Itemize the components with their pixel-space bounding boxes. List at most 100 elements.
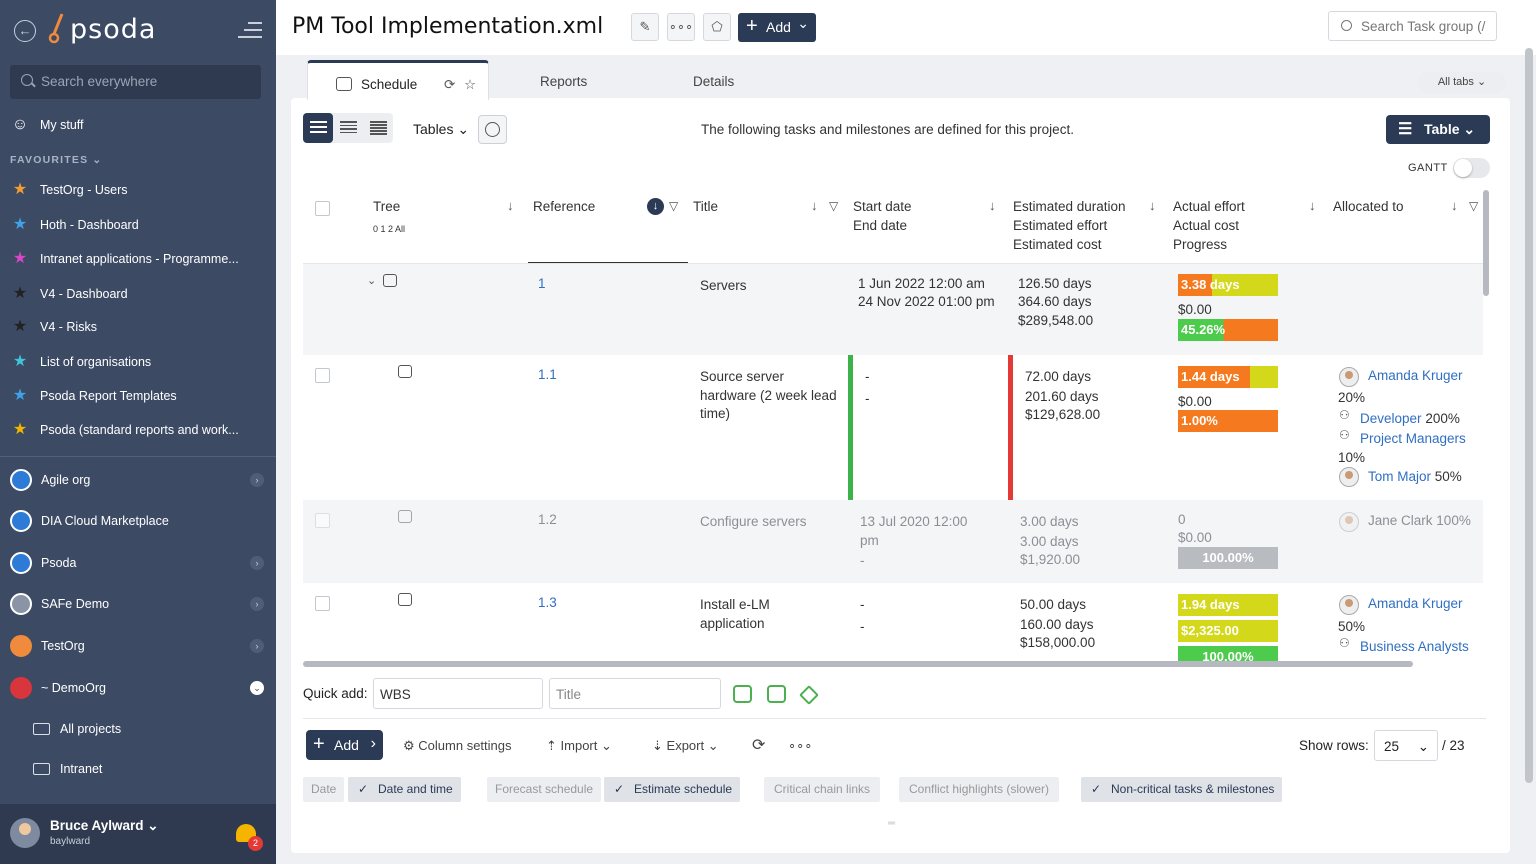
- tables-dropdown[interactable]: Tables ⌄: [413, 121, 470, 137]
- col-est-effort[interactable]: Estimated effort: [1013, 218, 1108, 233]
- allocation-name[interactable]: Amanda Kruger: [1368, 368, 1463, 383]
- tag-button[interactable]: ⬠: [703, 13, 731, 41]
- global-search-input[interactable]: Search everywhere: [10, 65, 261, 99]
- favourite-item[interactable]: ★ Psoda (standard reports and work...: [0, 415, 276, 445]
- col-allocated[interactable]: Allocated to: [1333, 199, 1404, 214]
- task-group-search-input[interactable]: Search Task group (/: [1328, 11, 1497, 41]
- filter-icon[interactable]: ▽: [1469, 199, 1479, 213]
- column-settings-button[interactable]: ⚙ Column settings: [403, 738, 512, 753]
- gantt-toggle[interactable]: [1453, 158, 1490, 178]
- row-title[interactable]: Source server hardware (2 week lead time…: [700, 369, 837, 421]
- collapse-chevron-icon[interactable]: ⌄: [367, 275, 377, 287]
- edit-button[interactable]: ✎: [631, 13, 659, 41]
- more-options-icon[interactable]: ∘∘∘: [788, 738, 813, 753]
- tab-details[interactable]: Details: [693, 74, 735, 89]
- refresh-icon[interactable]: ⟳: [444, 77, 456, 92]
- row-reference[interactable]: 1.3: [538, 595, 557, 610]
- sort-arrow-icon[interactable]: ↓: [989, 198, 996, 213]
- col-act-cost[interactable]: Actual cost: [1173, 218, 1240, 233]
- col-act-effort[interactable]: Actual effort: [1173, 199, 1245, 214]
- col-est-duration[interactable]: Estimated duration: [1013, 199, 1126, 214]
- sidebar-item-my-stuff[interactable]: ☺ My stuff: [11, 116, 84, 133]
- sort-arrow-icon[interactable]: ↓: [1149, 198, 1156, 213]
- all-tabs-dropdown[interactable]: All tabs ⌄: [1418, 72, 1506, 93]
- row-checkbox[interactable]: [315, 368, 330, 383]
- density-medium-button[interactable]: [333, 113, 363, 143]
- table-row[interactable]: 1.3 Install e-LM application - - 50.00 d…: [303, 583, 1483, 661]
- tab-reports[interactable]: Reports: [540, 74, 588, 89]
- row-reference[interactable]: 1.2: [538, 512, 557, 527]
- allocation-name[interactable]: Project Managers: [1360, 431, 1466, 446]
- add-task-group-icon[interactable]: [733, 685, 752, 703]
- chevron-down-icon[interactable]: ⌄: [250, 681, 264, 695]
- chevron-right-icon[interactable]: ›: [250, 556, 264, 570]
- sub-item-intranet[interactable]: Intranet: [0, 750, 276, 788]
- option-conflict-highlights[interactable]: Conflict highlights (slower): [899, 777, 1060, 802]
- option-estimate-schedule[interactable]: Estimate schedule: [604, 777, 741, 802]
- org-item-testorg[interactable]: TestOrg ›: [0, 626, 276, 666]
- favourite-item[interactable]: ★ Psoda Report Templates: [0, 381, 276, 411]
- org-item-agile-org[interactable]: Agile org ›: [0, 460, 276, 500]
- tab-schedule[interactable]: Schedule ⟳ ☆: [307, 60, 489, 100]
- history-button[interactable]: [478, 115, 507, 144]
- option-forecast-schedule[interactable]: Forecast schedule: [487, 777, 602, 802]
- more-button[interactable]: ∘∘∘: [667, 13, 695, 41]
- row-title[interactable]: Configure servers: [700, 514, 807, 529]
- filter-icon[interactable]: ▽: [829, 199, 839, 213]
- col-start-date[interactable]: Start date: [853, 199, 912, 214]
- page-scrollbar[interactable]: [1525, 48, 1533, 783]
- favourite-item[interactable]: ★ TestOrg - Users: [0, 175, 276, 205]
- org-item-psoda[interactable]: Psoda ›: [0, 543, 276, 583]
- sort-active-icon[interactable]: ↓: [647, 198, 664, 215]
- org-item-safe-demo[interactable]: SAFe Demo ›: [0, 584, 276, 624]
- col-title[interactable]: Title: [693, 199, 719, 214]
- collapse-menu-icon[interactable]: [238, 22, 262, 38]
- row-title[interactable]: Servers: [700, 278, 747, 293]
- add-button[interactable]: Add: [738, 9, 816, 42]
- import-button[interactable]: ⇡ Import ⌄: [546, 738, 612, 753]
- resize-handle-icon[interactable]: ═: [888, 818, 896, 829]
- org-item-demoorg[interactable]: ~ DemoOrg ⌄: [0, 668, 276, 708]
- row-checkbox[interactable]: [315, 513, 330, 528]
- sub-item-all-projects[interactable]: All projects: [0, 710, 276, 748]
- rows-per-page-select[interactable]: 25 ⌄: [1374, 730, 1438, 761]
- col-tree[interactable]: Tree: [373, 199, 401, 214]
- table-row[interactable]: ⌄ 1 Servers 1 Jun 2022 12:00 am 24 Nov 2…: [303, 264, 1483, 355]
- allocation-name[interactable]: Amanda Kruger: [1368, 596, 1463, 611]
- export-button[interactable]: ⇣ Export ⌄: [652, 738, 719, 753]
- row-checkbox[interactable]: [315, 596, 330, 611]
- quick-add-title-input[interactable]: Title: [549, 678, 721, 709]
- density-small-button[interactable]: [363, 113, 393, 143]
- horizontal-scrollbar[interactable]: [303, 661, 1413, 667]
- chevron-right-icon[interactable]: ›: [250, 473, 264, 487]
- filter-icon[interactable]: ▽: [669, 199, 679, 213]
- favourite-item[interactable]: ★ V4 - Risks: [0, 312, 276, 342]
- tree-levels[interactable]: 0 1 2 All: [373, 224, 406, 234]
- select-all-checkbox[interactable]: [315, 201, 330, 216]
- col-reference[interactable]: Reference: [533, 199, 596, 214]
- vertical-scrollbar[interactable]: [1483, 190, 1489, 296]
- favourite-item[interactable]: ★ V4 - Dashboard: [0, 279, 276, 309]
- sort-arrow-icon[interactable]: ↓: [1309, 198, 1316, 213]
- chevron-right-icon[interactable]: ›: [250, 597, 264, 611]
- option-critical-chain-links[interactable]: Critical chain links: [764, 777, 881, 802]
- favourites-header[interactable]: FAVOURITES ⌄: [10, 154, 103, 166]
- sort-arrow-icon[interactable]: ↓: [507, 198, 514, 213]
- back-button[interactable]: ←: [14, 20, 36, 42]
- option-date[interactable]: Date: [303, 777, 345, 802]
- table-row[interactable]: 1.1 Source server hardware (2 week lead …: [303, 355, 1483, 500]
- allocation-name[interactable]: Business Analysts: [1360, 639, 1469, 654]
- density-large-button[interactable]: [303, 113, 333, 143]
- quick-add-wbs-input[interactable]: WBS: [373, 678, 543, 709]
- option-date-and-time[interactable]: Date and time: [348, 777, 461, 802]
- favourite-item[interactable]: ★ Hoth - Dashboard: [0, 210, 276, 240]
- table-view-dropdown[interactable]: ☰ Table ⌄: [1386, 115, 1490, 144]
- col-est-cost[interactable]: Estimated cost: [1013, 237, 1102, 252]
- option-non-critical-tasks[interactable]: Non-critical tasks & milestones: [1081, 777, 1283, 802]
- user-panel[interactable]: Bruce Aylward ⌄ baylward 2: [0, 804, 276, 864]
- org-item-dia-cloud[interactable]: DIA Cloud Marketplace: [0, 501, 276, 541]
- col-end-date[interactable]: End date: [853, 218, 908, 233]
- refresh-icon[interactable]: ⟳: [752, 737, 766, 754]
- sort-arrow-icon[interactable]: ↓: [1451, 198, 1458, 213]
- favourite-item[interactable]: ★ Intranet applications - Programme...: [0, 244, 276, 274]
